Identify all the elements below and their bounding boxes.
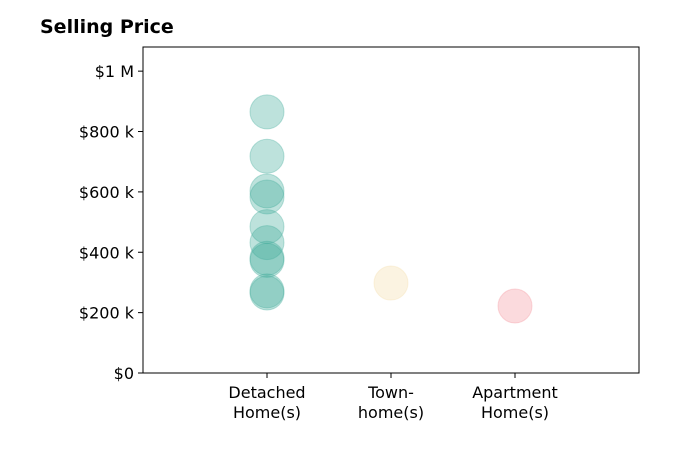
plot-frame (142, 46, 640, 374)
data-point (249, 225, 285, 261)
data-point (249, 138, 285, 174)
data-points (249, 94, 533, 324)
data-point (249, 242, 285, 278)
chart-title: Selling Price (40, 16, 174, 38)
y-tick-label: $400 k (79, 243, 135, 262)
y-tick-label: $200 k (79, 304, 135, 323)
data-point (249, 94, 285, 130)
data-point (249, 275, 285, 311)
data-point (249, 173, 285, 209)
x-tick-label: Detached Home(s) (228, 383, 305, 422)
data-point (497, 288, 533, 324)
x-tick-label: Apartment Home(s) (472, 383, 558, 422)
x-tick-label: Town-home(s) (358, 383, 424, 422)
data-point (249, 273, 285, 309)
y-tick-label: $800 k (79, 123, 135, 142)
y-axis: $0 $200 k $400 k $600 k $800 k $1 M (79, 62, 143, 383)
data-point (373, 265, 409, 301)
data-point (249, 179, 285, 215)
x-axis: Detached Home(s) Town-home(s) Apartment Home… (228, 373, 558, 422)
y-tick-label: $600 k (79, 183, 135, 202)
data-point (249, 209, 285, 245)
y-tick-label: $1 M (95, 62, 134, 81)
data-point (249, 240, 285, 276)
y-tick-label: $0 (114, 364, 134, 383)
